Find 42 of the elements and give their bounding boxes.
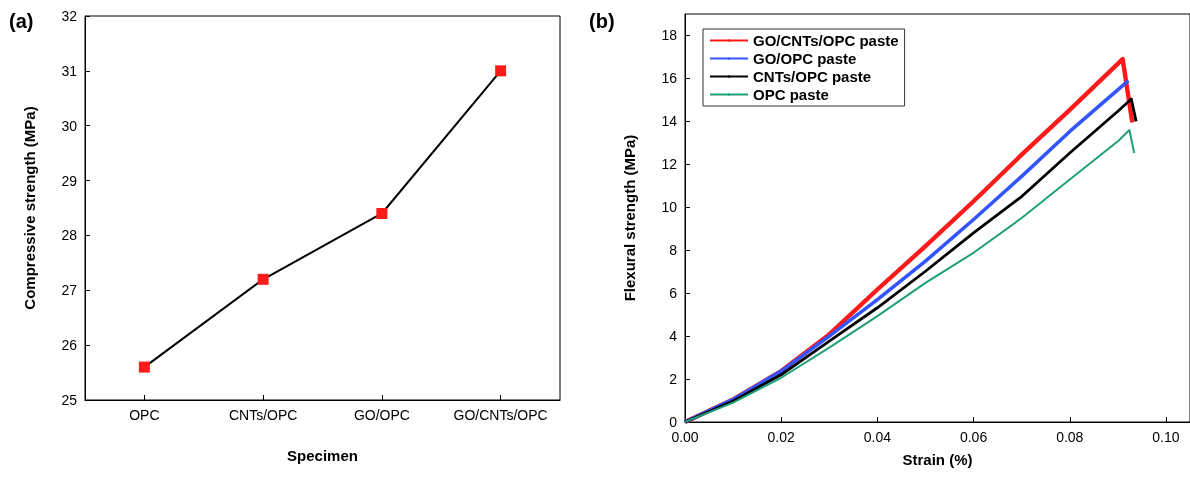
point xyxy=(376,207,388,219)
x-tick-label: 0.00 xyxy=(671,429,699,445)
y-tick-label: 27 xyxy=(61,282,78,299)
point xyxy=(257,273,269,285)
y-tick-label: 25 xyxy=(61,392,78,408)
x-axis-title: Strain (%) xyxy=(902,451,973,468)
x-tick-label: 0.06 xyxy=(959,429,988,445)
x-tick-label: 0.08 xyxy=(1056,429,1084,445)
y-tick-label: 12 xyxy=(661,156,678,173)
x-tick-label: CNTs/OPC xyxy=(228,407,298,423)
y-tick-label: 31 xyxy=(61,62,78,79)
y-tick-label: 0 xyxy=(669,414,678,430)
x-tick-label: GO/OPC xyxy=(353,407,410,423)
y-tick-label: 32 xyxy=(61,8,78,24)
x-axis-title: Specimen xyxy=(287,447,358,464)
legend-label: OPC paste xyxy=(753,86,829,103)
y-tick-label: 6 xyxy=(669,285,678,302)
x-tick-label: OPC xyxy=(129,407,160,423)
x-tick-label: GO/CNTs/OPC xyxy=(453,407,548,423)
chart-title: (b) xyxy=(589,10,615,32)
legend-label: CNTs/OPC paste xyxy=(753,68,872,85)
y-tick-label: 10 xyxy=(661,199,678,216)
point xyxy=(495,65,507,77)
x-tick-label: 0.10 xyxy=(1152,429,1180,445)
y-tick-label: 18 xyxy=(661,27,678,44)
y-tick-label: 8 xyxy=(669,242,678,259)
point xyxy=(138,361,150,373)
x-tick-label: 0.04 xyxy=(863,429,892,445)
y-axis-title: Compressive strength (MPa) xyxy=(21,106,38,310)
legend-label: GO/OPC paste xyxy=(753,50,857,67)
y-tick-label: 16 xyxy=(661,70,678,87)
legend-label: GO/CNTs/OPC paste xyxy=(753,32,899,49)
y-tick-label: 29 xyxy=(61,172,78,189)
y-tick-label: 30 xyxy=(61,117,78,134)
x-tick-label: 0.02 xyxy=(767,429,796,445)
y-tick-label: 2 xyxy=(669,371,678,388)
chart-title: (a) xyxy=(9,10,34,32)
y-tick-label: 14 xyxy=(661,113,678,130)
y-axis-title: Flexural strength (MPa) xyxy=(621,134,638,302)
y-tick-label: 28 xyxy=(61,227,78,244)
y-tick-label: 4 xyxy=(669,328,678,345)
y-tick-label: 26 xyxy=(61,337,78,354)
